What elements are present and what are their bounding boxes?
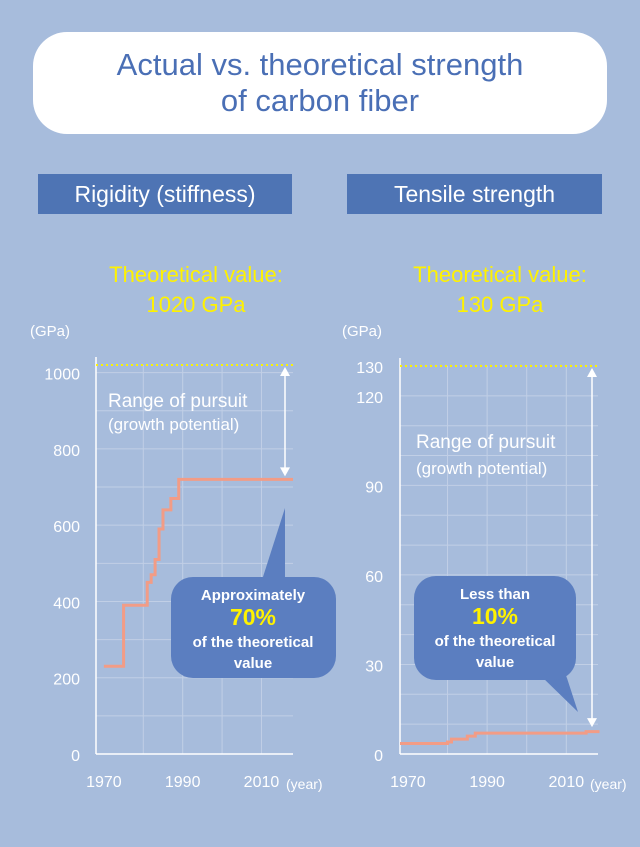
tensile-range-label-1: Range of pursuit: [416, 432, 556, 453]
tensile-x-unit: (year): [590, 776, 627, 792]
rigidity-bubble-tail: [262, 508, 285, 592]
title-line-1: Actual vs. theoretical strength: [116, 47, 524, 82]
rigidity-ytick-label: 400: [53, 595, 80, 612]
tensile-theoretical-line-1: Theoretical value:: [413, 262, 587, 287]
tensile-xtick-label: 1970: [390, 774, 426, 791]
rigidity-bubble: [171, 577, 336, 678]
rigidity-range-label-2: (growth potential): [108, 415, 239, 434]
rigidity-xtick-label: 1990: [165, 774, 201, 791]
tensile-bubble-line-3: value: [476, 654, 514, 671]
rigidity-bubble-line-2: of the theoretical: [193, 634, 314, 651]
tensile-bubble-tail: [540, 672, 578, 712]
tensile-bubble-highlight: 10%: [472, 603, 518, 629]
rigidity-bubble-highlight: 70%: [230, 604, 276, 630]
tensile-range-arrow-head-bottom: [587, 718, 597, 728]
tensile-ytick-label: 60: [365, 569, 383, 586]
tensile-ytick-label: 0: [374, 748, 383, 765]
rigidity-ytick-label: 200: [53, 672, 80, 689]
rigidity-theoretical-label: Theoretical value: 1020 GPa: [56, 260, 336, 320]
rigidity-y-unit: (GPa): [30, 323, 70, 340]
rigidity-range-arrow-head-bottom: [280, 467, 290, 477]
rigidity-ytick-label: 600: [53, 519, 80, 536]
rigidity-header: Rigidity (stiffness): [38, 174, 292, 214]
tensile-ytick-label: 30: [365, 658, 383, 675]
tensile-series-line: [400, 730, 600, 746]
tensile-y-unit: (GPa): [342, 323, 382, 340]
rigidity-ytick-label: 800: [53, 443, 80, 460]
tensile-chart: [399, 358, 600, 755]
title-box: Actual vs. theoretical strength of carbo…: [33, 32, 607, 134]
tensile-bubble: [414, 576, 576, 680]
tensile-bubble-line-1: Less than: [460, 586, 530, 603]
tensile-ytick-label: 120: [356, 390, 383, 407]
rigidity-ytick-label: 1000: [44, 367, 80, 384]
rigidity-bubble-line-1: Approximately: [201, 587, 306, 604]
tensile-theoretical-line-2: 130 GPa: [456, 292, 544, 317]
title-line-2: of carbon fiber: [220, 83, 420, 118]
rigidity-series-line: [103, 477, 293, 668]
tensile-theoretical-label: Theoretical value: 130 GPa: [360, 260, 640, 320]
rigidity-x-unit: (year): [286, 776, 323, 792]
tensile-xtick-label: 1990: [469, 774, 505, 791]
tensile-ytick-label: 130: [356, 360, 383, 377]
rigidity-xtick-label: 2010: [244, 774, 280, 791]
tensile-range-arrow-head-top: [587, 368, 597, 377]
tensile-range-label-2: (growth potential): [416, 459, 547, 478]
rigidity-bubble-line-3: value: [234, 655, 272, 672]
rigidity-range-arrow-head-top: [280, 367, 290, 376]
rigidity-theoretical-line-2: 1020 GPa: [146, 292, 246, 317]
rigidity-range-label-1: Range of pursuit: [108, 391, 248, 412]
rigidity-theoretical-line-1: Theoretical value:: [109, 262, 283, 287]
rigidity-ytick-label: 0: [71, 748, 80, 765]
rigidity-xtick-label: 1970: [86, 774, 122, 791]
tensile-header: Tensile strength: [347, 174, 602, 214]
tensile-ytick-label: 90: [365, 479, 383, 496]
tensile-xtick-label: 2010: [549, 774, 585, 791]
rigidity-chart: [95, 357, 336, 755]
tensile-bubble-line-2: of the theoretical: [435, 633, 556, 650]
